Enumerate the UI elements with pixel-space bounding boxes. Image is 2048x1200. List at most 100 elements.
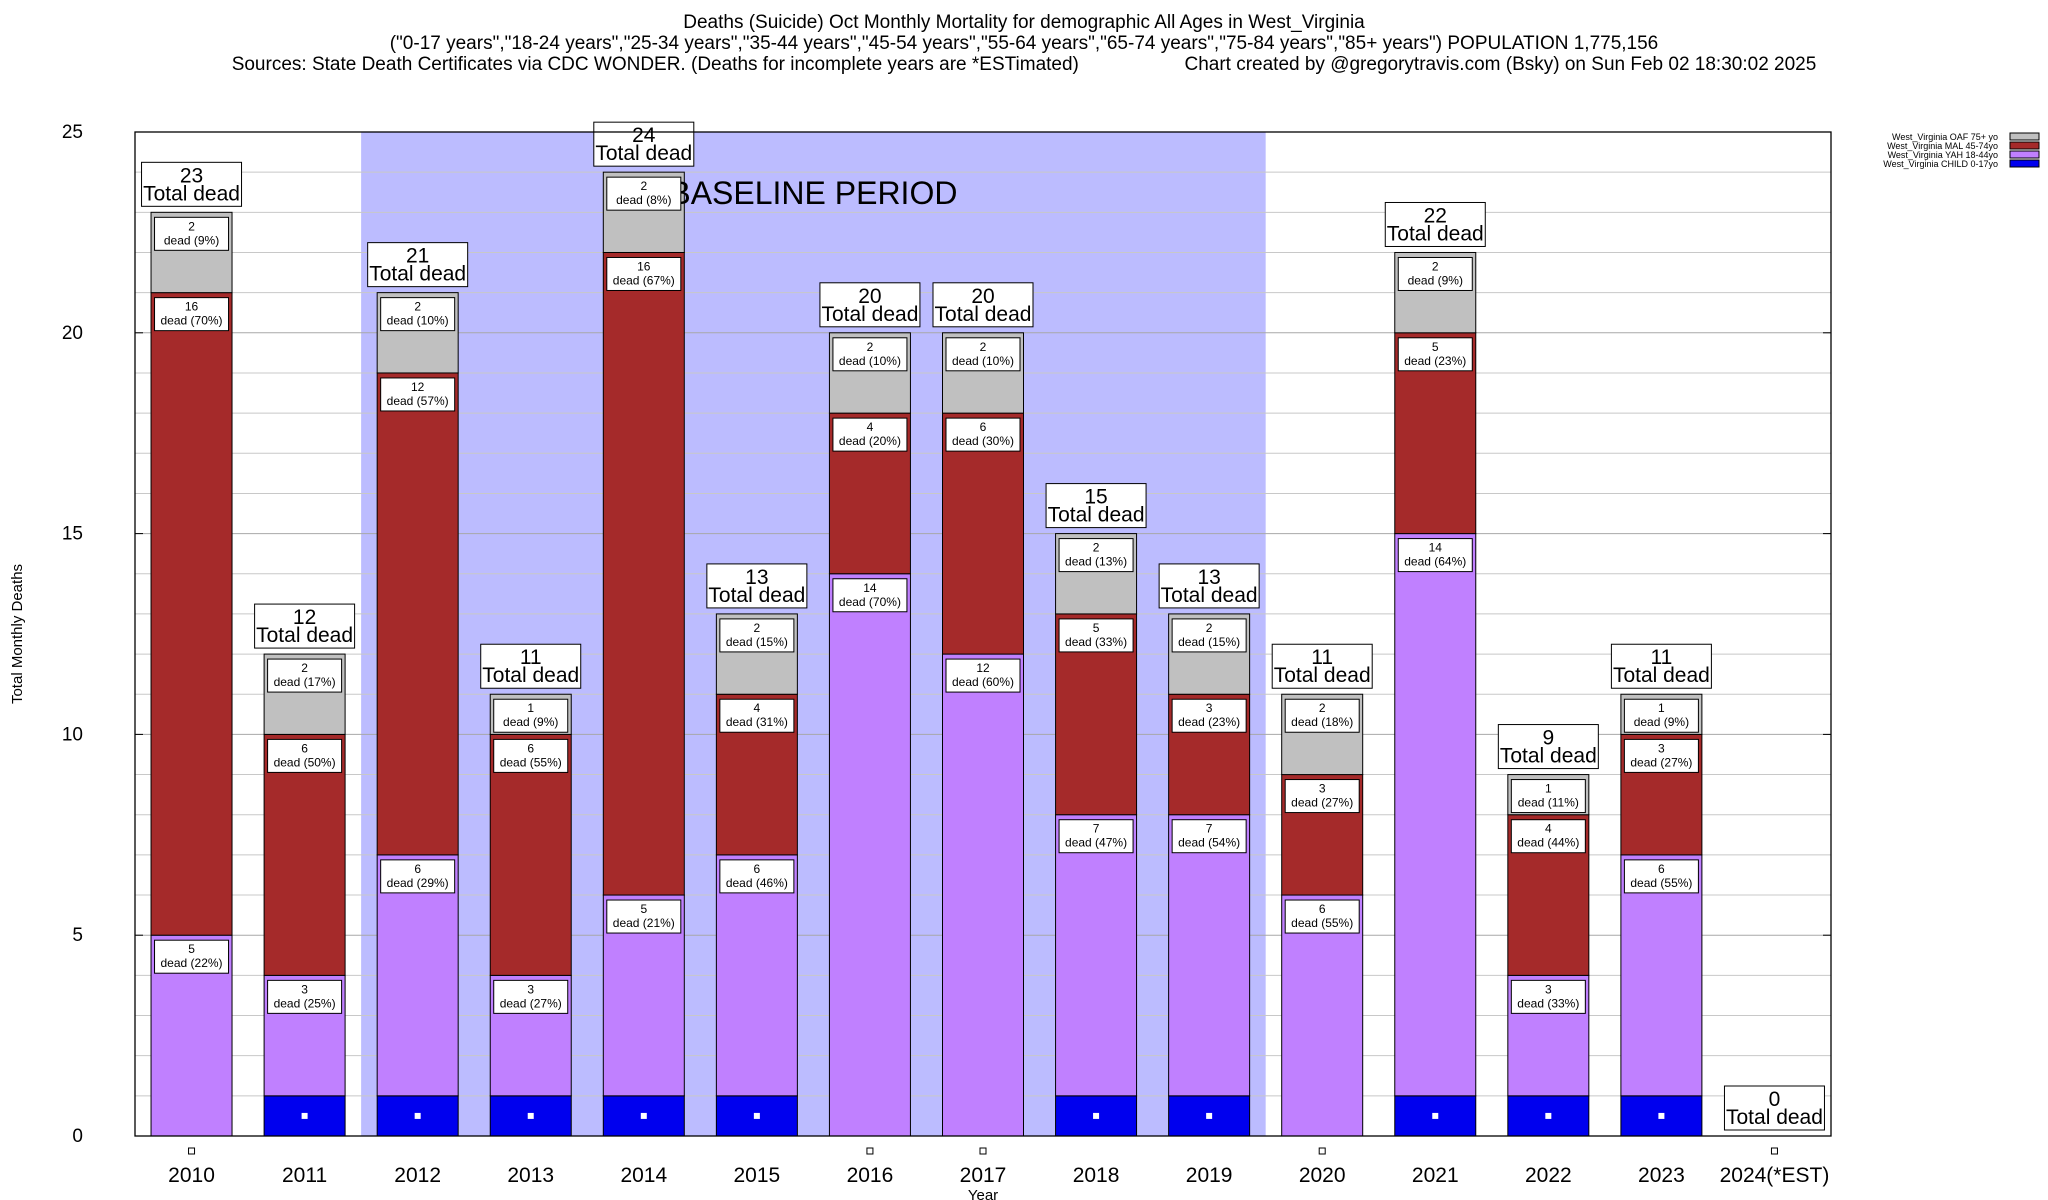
segment-label-box: [832, 337, 908, 372]
child-marker: [640, 1112, 647, 1119]
total-count-label: 11: [1311, 646, 1333, 669]
segment-count-label: 2: [188, 219, 195, 233]
baseline-period-label: BASELINE PERIOD: [669, 175, 957, 211]
segment-pct-label: dead (64%): [1404, 555, 1466, 569]
x-tick-label: 2013: [507, 1164, 554, 1187]
segment-pct-label: dead (30%): [952, 434, 1014, 448]
segment-label-box: [1397, 538, 1473, 573]
segment-count-label: 6: [527, 741, 534, 755]
segment-pct-label: dead (25%): [274, 996, 336, 1010]
x-axis-label: Year: [968, 1187, 998, 1200]
segment-label-box: [1171, 698, 1247, 733]
segment-count-label: 3: [1658, 741, 1665, 755]
chart-age-groups: ("0-17 years","18-24 years","25-34 years…: [389, 33, 1659, 54]
segment-label-box: [1623, 738, 1699, 773]
legend-label: West_Virginia MAL 45-74yo: [1887, 141, 1998, 151]
x-tick-label: 2015: [734, 1164, 781, 1187]
bar-segment: [489, 733, 572, 976]
total-count-label: 22: [1424, 204, 1447, 227]
bar-segment: [715, 854, 798, 1097]
total-label-box: [1497, 724, 1599, 770]
segment-pct-label: dead (70%): [161, 314, 223, 328]
segment-pct-label: dead (70%): [839, 595, 901, 609]
segment-pct-label: dead (17%): [274, 675, 336, 689]
chart-sources-credit: Sources: State Death Certificates via CD…: [0, 54, 2048, 75]
segment-pct-label: dead (10%): [839, 354, 901, 368]
child-marker: [527, 1112, 534, 1119]
segment-count-label: 3: [301, 982, 308, 996]
child-marker: [753, 1112, 760, 1119]
child-marker: [1545, 1112, 1552, 1119]
segment-label-box: [719, 618, 795, 653]
bar-segment: [602, 251, 685, 896]
segment-label-box: [1058, 618, 1134, 653]
segment-pct-label: dead (33%): [1065, 635, 1127, 649]
segment-pct-label: dead (55%): [1630, 876, 1692, 890]
segment-pct-label: dead (67%): [613, 273, 675, 287]
y-axis-label: Total Monthly Deaths: [9, 564, 26, 704]
segment-count-label: 3: [1545, 982, 1552, 996]
segment-pct-label: dead (10%): [387, 314, 449, 328]
segment-count-label: 3: [527, 982, 534, 996]
total-count-label: 23: [180, 164, 203, 187]
total-count-label: 20: [858, 285, 881, 308]
segment-pct-label: dead (20%): [839, 434, 901, 448]
segment-label-box: [945, 337, 1021, 372]
legend-swatch: [2009, 132, 2040, 141]
segment-label-box: [1284, 698, 1360, 733]
bar-segment: [942, 412, 1024, 655]
segment-pct-label: dead (29%): [387, 876, 449, 890]
segment-pct-label: dead (55%): [1291, 916, 1353, 930]
segment-label-box: [1623, 859, 1699, 894]
total-count-label: 21: [406, 245, 429, 268]
segment-label-box: [1058, 819, 1134, 854]
bar-segment: [1281, 894, 1364, 1137]
segment-count-label: 7: [1206, 822, 1213, 836]
segment-pct-label: dead (23%): [1404, 354, 1466, 368]
segment-count-label: 16: [185, 300, 199, 314]
segment-count-label: 5: [1093, 621, 1100, 635]
segment-pct-label: dead (11%): [1518, 796, 1579, 810]
segment-label-box: [832, 417, 908, 452]
segment-count-label: 3: [1319, 782, 1326, 796]
total-count-label: 11: [1650, 646, 1672, 669]
segment-count-label: 6: [414, 862, 421, 876]
segment-label-box: [1510, 979, 1586, 1014]
segment-pct-label: dead (47%): [1065, 836, 1127, 850]
total-count-label: 9: [1542, 727, 1554, 750]
child-marker: [1206, 1112, 1213, 1119]
segment-pct-label: dead (21%): [613, 916, 675, 930]
x-tick-label: 2010: [168, 1164, 215, 1187]
bar-segment: [376, 372, 459, 856]
total-count-label: 11: [520, 646, 542, 669]
segment-count-label: 2: [1206, 621, 1213, 635]
bar-segment: [1620, 854, 1703, 1097]
segment-count-label: 1: [1545, 782, 1552, 796]
legend-label: West_Virginia OAF 75+ yo: [1892, 132, 1998, 142]
segment-pct-label: dead (55%): [500, 755, 562, 769]
total-text-label: Total dead: [1500, 745, 1597, 768]
segment-label-box: [945, 658, 1021, 693]
segment-label-box: [1397, 256, 1473, 291]
y-tick-label: 15: [62, 524, 83, 545]
total-text-label: Total dead: [595, 142, 692, 165]
total-text-label: Total dead: [482, 664, 579, 687]
total-count-label: 12: [293, 606, 316, 629]
segment-label-box: [945, 417, 1021, 452]
segment-pct-label: dead (50%): [274, 755, 336, 769]
segment-count-label: 6: [980, 420, 987, 434]
segment-count-label: 12: [976, 661, 990, 675]
segment-label-box: [606, 176, 682, 211]
segment-label-box: [606, 256, 682, 291]
bar-segment: [1168, 814, 1251, 1097]
y-tick-label: 10: [62, 724, 83, 745]
segment-pct-label: dead (27%): [1630, 755, 1692, 769]
segment-label-box: [1397, 337, 1473, 372]
segment-count-label: 2: [980, 340, 987, 354]
total-text-label: Total dead: [369, 263, 466, 286]
x-tick-label: 2020: [1299, 1164, 1346, 1187]
segment-label-box: [493, 698, 569, 733]
segment-label-box: [154, 216, 230, 251]
segment-count-label: 1: [527, 701, 534, 715]
bar-segment: [1394, 533, 1477, 1097]
